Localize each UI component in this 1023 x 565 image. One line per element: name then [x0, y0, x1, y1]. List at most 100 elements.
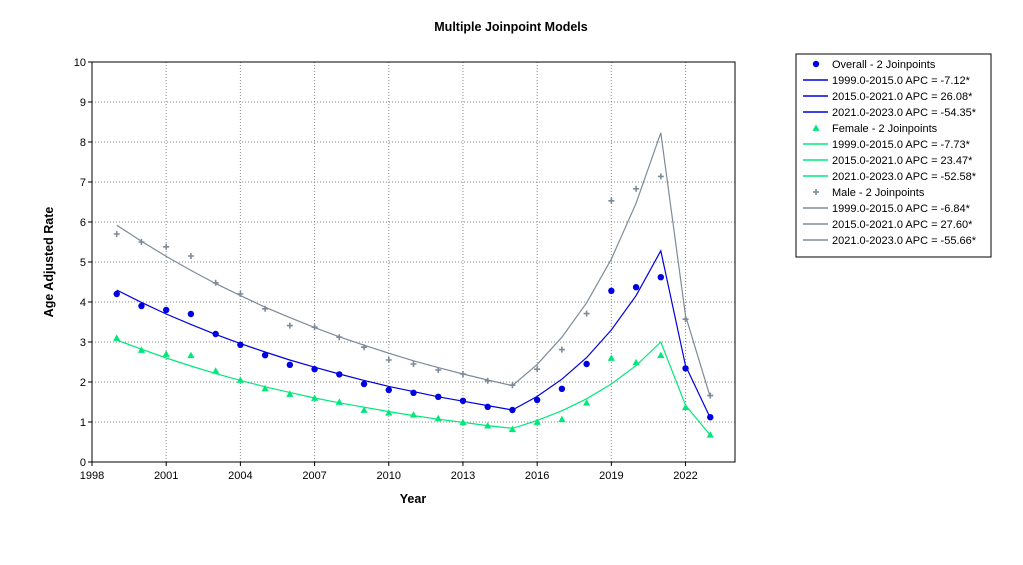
legend-entries: Overall - 2 Joinpoints 1999.0-2015.0 APC …	[803, 59, 977, 247]
observed-point	[113, 290, 120, 298]
observed-point	[682, 316, 689, 323]
observed-point	[558, 385, 566, 392]
y-tick-label: 10	[74, 57, 86, 69]
observed-point	[385, 357, 392, 363]
series-layer	[113, 132, 714, 438]
observed-point	[311, 324, 318, 331]
observed-point	[385, 409, 393, 416]
observed-point	[632, 358, 640, 366]
legend-series-label: Male - 2 Joinpoints	[832, 187, 925, 199]
observed-point	[459, 397, 467, 404]
observed-point	[435, 367, 442, 373]
legend-series-label: Female - 2 Joinpoints	[832, 123, 938, 135]
legend-apc-label: 1999.0-2015.0 APC = -6.84*	[832, 203, 971, 215]
observed-point	[262, 305, 269, 312]
series-plus	[113, 132, 714, 399]
legend-apc-label: 2021.0-2023.0 APC = -55.66*	[832, 235, 977, 247]
observed-point	[212, 279, 219, 286]
observed-point	[187, 253, 194, 259]
observed-point	[336, 371, 343, 378]
observed-point	[534, 366, 541, 373]
observed-point	[681, 403, 690, 411]
observed-point	[633, 185, 640, 192]
observed-point	[335, 398, 343, 405]
y-tick-label: 2	[80, 377, 86, 389]
legend-apc-label: 2021.0-2023.0 APC = -54.35*	[832, 107, 977, 119]
x-tick-label: 2010	[377, 470, 401, 482]
fitted-line	[116, 339, 711, 436]
observed-point	[187, 310, 195, 318]
observed-point	[484, 422, 492, 429]
legend-apc-label: 1999.0-2015.0 APC = -7.73*	[832, 139, 971, 151]
x-tick-label: 2004	[228, 470, 252, 482]
observed-point	[583, 399, 591, 406]
observed-point	[311, 366, 318, 373]
x-tick-label: 2019	[599, 470, 623, 482]
y-tick-label: 5	[80, 257, 86, 269]
observed-point	[163, 243, 170, 250]
observed-point	[261, 384, 269, 392]
legend-apc-label: 2015.0-2021.0 APC = 23.47*	[832, 155, 973, 167]
y-tick-label: 3	[80, 337, 86, 349]
observed-point	[187, 351, 195, 359]
observed-point	[607, 354, 615, 361]
observed-point	[608, 197, 615, 204]
legend-box	[795, 53, 992, 258]
observed-point	[286, 361, 294, 368]
observed-point	[236, 376, 244, 383]
observed-point	[533, 418, 541, 425]
observed-point	[459, 418, 467, 426]
series-circle	[113, 249, 714, 421]
observed-point	[385, 386, 392, 394]
x-tick-label: 2016	[525, 470, 549, 482]
observed-point	[237, 341, 244, 348]
observed-point	[583, 310, 590, 317]
x-tick-label: 1998	[80, 470, 104, 482]
y-axis-label: Age Adjusted Rate	[42, 207, 56, 318]
observed-point	[310, 394, 319, 401]
observed-point	[286, 390, 294, 397]
observed-point	[583, 360, 590, 368]
observed-point	[336, 334, 343, 341]
observed-point	[707, 392, 714, 399]
legend-apc-label: 2015.0-2021.0 APC = 26.08*	[832, 91, 973, 103]
legend-series-label: Overall - 2 Joinpoints	[832, 59, 936, 71]
legend: Overall - 2 Joinpoints 1999.0-2015.0 APC …	[795, 53, 992, 258]
tick-layer: 1998 2001 2004 2007 2010 2013 2016 2019 2022 0 1 2 3…	[74, 57, 698, 482]
observed-point	[632, 284, 640, 291]
fitted-line	[116, 132, 711, 398]
observed-point	[459, 371, 466, 377]
legend-apc-label: 1999.0-2015.0 APC = -7.12*	[832, 75, 971, 87]
observed-point	[286, 322, 293, 329]
y-tick-label: 9	[80, 97, 86, 109]
y-tick-label: 8	[80, 137, 86, 149]
observed-point	[113, 334, 121, 341]
legend-apc-label: 2015.0-2021.0 APC = 27.60*	[832, 219, 973, 231]
observed-point	[212, 330, 219, 338]
observed-point	[657, 173, 664, 180]
observed-point	[509, 406, 516, 414]
series-triangle	[113, 334, 714, 438]
observed-point	[657, 274, 665, 281]
observed-point	[558, 415, 566, 423]
y-tick-label: 0	[80, 457, 86, 469]
observed-point	[484, 403, 491, 410]
y-tick-label: 4	[80, 297, 86, 309]
x-axis-label: Year	[400, 492, 427, 506]
chart-title: Multiple Joinpoint Models	[434, 20, 588, 34]
observed-point	[410, 389, 417, 396]
observed-point	[360, 406, 368, 413]
observed-point	[237, 291, 244, 297]
observed-point	[707, 414, 714, 421]
observed-point	[410, 361, 417, 367]
y-tick-label: 7	[80, 177, 86, 189]
observed-point	[212, 367, 220, 374]
observed-point	[508, 425, 517, 433]
observed-point	[138, 239, 145, 245]
grid-layer	[92, 61, 735, 462]
legend-marker	[812, 124, 820, 131]
observed-point	[558, 346, 565, 353]
y-tick-label: 6	[80, 217, 86, 229]
x-tick-label: 2001	[154, 470, 178, 482]
